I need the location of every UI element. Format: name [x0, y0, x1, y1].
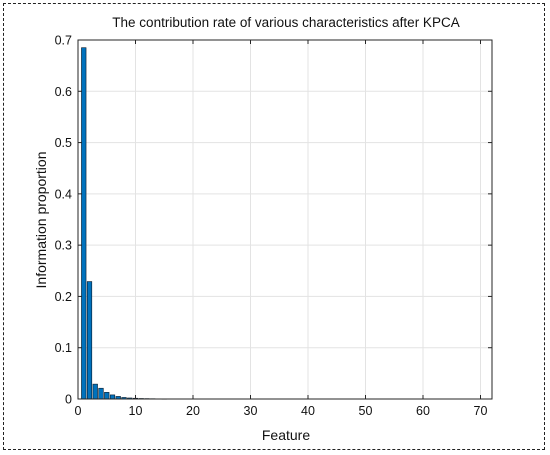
y-tick-label: 0.4	[55, 187, 72, 201]
y-axis-ticks: 0 0.1 0.2 0.3 0.4 0.5 0.6 0.7	[55, 34, 492, 407]
x-tick-label: 60	[416, 404, 430, 418]
bar	[98, 387, 104, 400]
bar	[104, 392, 110, 400]
bar	[92, 383, 98, 400]
y-tick-label: 0.6	[55, 85, 72, 99]
y-tick-label: 0.2	[55, 290, 72, 304]
x-tick-label: 70	[474, 404, 488, 418]
plot-area	[77, 39, 493, 400]
x-tick-label: 30	[244, 404, 258, 418]
x-axis-label: Feature	[262, 427, 310, 443]
y-tick-label: 0.7	[55, 34, 72, 48]
grid-lines	[78, 39, 492, 399]
bar	[86, 281, 93, 400]
y-axis-label: Information proportion	[33, 152, 49, 289]
bar	[109, 394, 116, 400]
y-tick-label: 0.1	[55, 341, 72, 355]
y-tick-label: 0.5	[55, 136, 72, 150]
x-axis-ticks: 0 10 20 30 40 50 60 70	[75, 40, 488, 418]
chart-title: The contribution rate of various charact…	[112, 15, 459, 30]
x-tick-label: 10	[129, 404, 143, 418]
figure-border	[3, 3, 545, 450]
bar	[81, 47, 87, 400]
x-tick-label: 20	[186, 404, 200, 418]
x-tick-label: 0	[75, 404, 82, 418]
x-tick-label: 40	[301, 404, 315, 418]
y-tick-label: 0.3	[55, 239, 72, 253]
x-tick-label: 50	[359, 404, 373, 418]
bar-series	[81, 47, 167, 400]
y-tick-label: 0	[65, 393, 72, 407]
